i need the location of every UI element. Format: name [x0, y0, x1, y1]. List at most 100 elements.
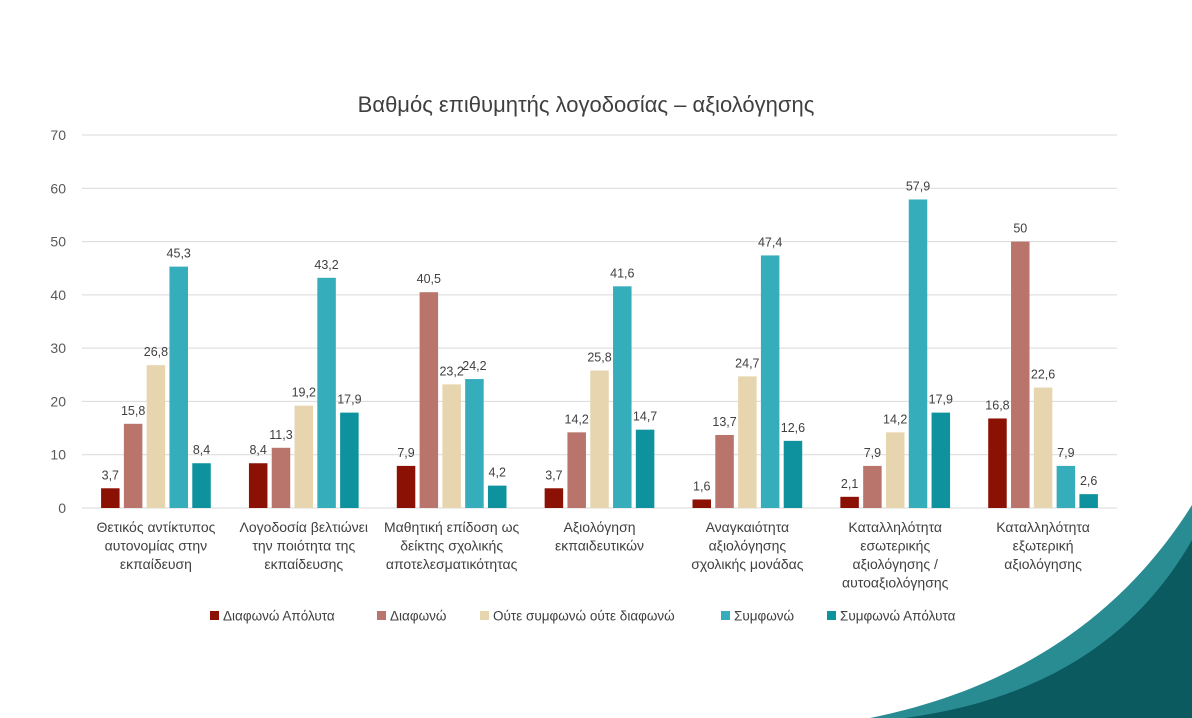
category-label: Μαθητική επίδοση ως δείκτης σχολικής αποτε… — [384, 519, 519, 572]
category-labels: Θετικός αντίκτυπος αυτονομίας στην εκπαίδε… — [96, 519, 1089, 591]
data-label: 47,4 — [758, 235, 782, 249]
bar — [1056, 465, 1076, 508]
data-label: 17,9 — [929, 393, 953, 407]
data-label: 25,8 — [587, 351, 611, 365]
bar — [840, 496, 859, 508]
bar — [169, 266, 188, 508]
bar — [613, 286, 632, 508]
bar — [760, 255, 780, 508]
data-label: 22,6 — [1031, 368, 1055, 382]
legend-swatch — [721, 611, 730, 620]
data-label: 11,3 — [269, 428, 292, 442]
data-label: 7,9 — [864, 446, 881, 460]
y-tick-label: 40 — [50, 287, 66, 303]
legend-item: Διαφωνώ Απόλυτα — [210, 609, 335, 624]
data-label: 23,2 — [439, 364, 463, 378]
data-label: 2,6 — [1080, 474, 1097, 488]
category-label-line: Αξιολόγηση — [563, 519, 635, 535]
bar — [1079, 494, 1098, 508]
data-label: 14,2 — [883, 412, 907, 426]
bar — [419, 292, 439, 508]
legend-label: Διαφωνώ Απόλυτα — [223, 609, 335, 624]
category-label-line: την ποιότητα της — [252, 538, 355, 554]
y-tick-label: 0 — [58, 500, 66, 516]
category-label-line: εξωτερική — [1013, 538, 1074, 554]
data-label: 45,3 — [167, 247, 191, 261]
legend-item: Διαφωνώ — [377, 609, 446, 624]
category-label-line: Καταλληλότητα — [996, 519, 1090, 535]
chart-title: Βαθμός επιθυμητής λογοδοσίας – αξιολόγησ… — [358, 92, 815, 117]
bar — [101, 488, 120, 508]
legend-swatch — [827, 611, 836, 620]
data-label: 3,7 — [545, 468, 562, 482]
category-label: Καταλληλότητα εσωτερικής αξιολόγησης / αυτο… — [842, 519, 949, 591]
bar — [908, 199, 928, 508]
bar — [271, 447, 291, 508]
legend-label: Διαφωνώ — [390, 609, 446, 624]
data-label: 8,4 — [249, 443, 266, 457]
category-label: Αναγκαιότητα αξιολόγησης σχολικής μονάδας — [691, 519, 803, 572]
bar — [738, 376, 757, 508]
bar — [692, 499, 712, 508]
category-label-line: αξιολόγησης — [709, 538, 787, 554]
legend-swatch — [210, 611, 219, 620]
legend-label: Συμφωνώ — [734, 609, 794, 624]
category-label-line: εκπαιδευτικών — [555, 538, 644, 554]
data-label: 15,8 — [121, 404, 145, 418]
y-tick-label: 20 — [50, 393, 66, 409]
data-label: 24,7 — [735, 356, 759, 370]
category-label: Θετικός αντίκτυπος αυτονομίας στην εκπαίδε… — [96, 519, 215, 572]
data-label: 16,8 — [985, 398, 1009, 412]
category-label: Λογοδοσία βελτιώνει την ποιότητα της εκπαί… — [240, 519, 368, 572]
data-label: 7,9 — [397, 446, 414, 460]
legend-item: Συμφωνώ Απόλυτα — [827, 609, 956, 624]
bar — [465, 379, 484, 508]
data-label: 57,9 — [906, 179, 930, 193]
bar — [863, 465, 882, 508]
category-label-line: αποτελεσματικότητας — [386, 556, 518, 572]
category-label: Καταλληλότητα εξωτερική αξιολόγησης — [996, 519, 1090, 572]
category-label-line: εσωτερικής — [860, 538, 930, 554]
bar — [123, 423, 143, 508]
y-tick-label: 10 — [50, 447, 66, 463]
category-label-line: Καταλληλότητα — [848, 519, 942, 535]
data-label: 3,7 — [102, 468, 119, 482]
category-label-line: Αναγκαιότητα — [706, 519, 790, 535]
category-label-line: σχολικής μονάδας — [691, 556, 803, 572]
data-label: 41,6 — [610, 266, 634, 280]
data-label: 1,6 — [693, 479, 710, 493]
data-label: 7,9 — [1057, 446, 1074, 460]
data-label: 13,7 — [712, 415, 736, 429]
bar — [146, 365, 166, 508]
y-tick-label: 60 — [50, 180, 66, 196]
y-tick-label: 30 — [50, 340, 66, 356]
category-label-line: Μαθητική επίδοση ως — [384, 519, 519, 535]
category-label: Αξιολόγηση εκπαιδευτικών — [555, 519, 644, 554]
swoosh-dark-shape — [905, 540, 1192, 718]
category-label-line: αυτονομίας στην — [105, 538, 208, 554]
legend-swatch — [480, 611, 489, 620]
bar — [442, 384, 461, 508]
data-label: 2,1 — [841, 477, 858, 491]
bar — [1011, 241, 1030, 509]
bar — [885, 432, 905, 508]
legend-label: Ούτε συμφωνώ ούτε διαφωνώ — [493, 609, 675, 624]
legend-label: Συμφωνώ Απόλυτα — [840, 609, 956, 624]
data-label: 43,2 — [314, 258, 338, 272]
data-label: 19,2 — [292, 386, 316, 400]
data-label: 40,5 — [417, 272, 441, 286]
bar — [1033, 387, 1053, 508]
category-label-line: εκπαίδευσης — [264, 556, 343, 572]
bars — [101, 199, 1098, 509]
data-label: 17,9 — [337, 393, 361, 407]
bar — [988, 418, 1007, 508]
category-label-line: Θετικός αντίκτυπος — [96, 519, 215, 535]
category-label-line: εκπαίδευση — [120, 556, 192, 572]
bar — [192, 463, 211, 508]
category-label-line: Λογοδοσία βελτιώνει — [240, 519, 368, 535]
category-label-line: αξιολόγησης — [1004, 556, 1082, 572]
data-label: 50 — [1013, 222, 1027, 236]
data-label: 14,7 — [633, 410, 657, 424]
category-label-line: δείκτης σχολικής — [400, 538, 503, 554]
